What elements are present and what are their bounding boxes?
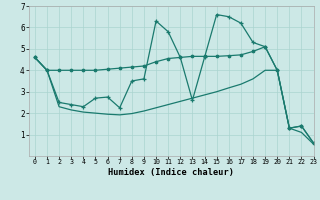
X-axis label: Humidex (Indice chaleur): Humidex (Indice chaleur) <box>108 168 234 177</box>
